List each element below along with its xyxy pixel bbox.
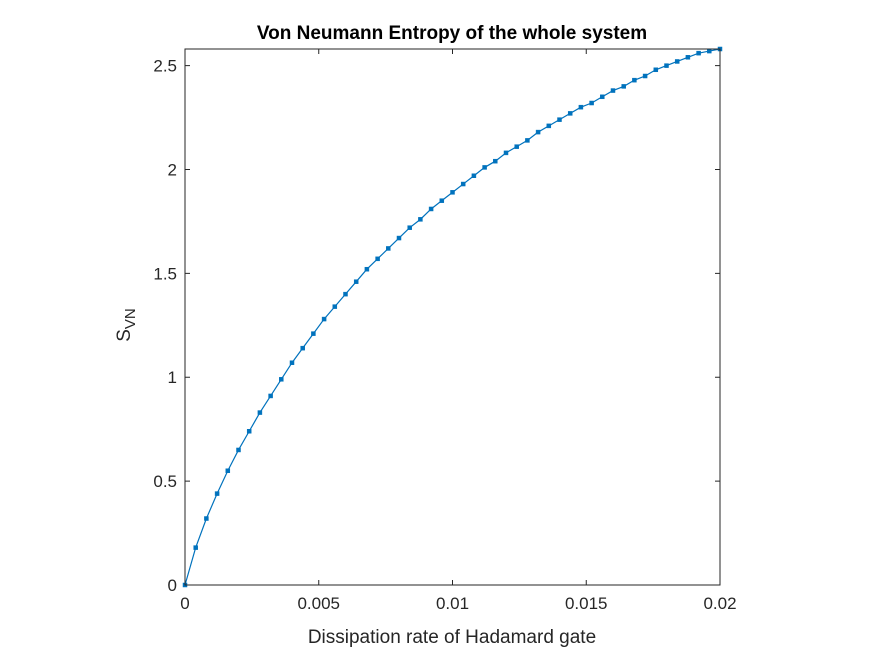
data-point [525, 138, 530, 143]
data-point [578, 104, 584, 110]
data-point [279, 377, 284, 382]
data-point [214, 491, 220, 496]
data-point [664, 63, 669, 68]
data-point [428, 206, 434, 212]
data-point [674, 59, 680, 64]
data-point [621, 84, 626, 89]
y-axis: 0 0.5 1 1.5 2 2.5 [153, 57, 720, 595]
y-tick-label: 2.5 [153, 57, 177, 76]
chart-title: Von Neumann Entropy of the whole system [257, 23, 647, 44]
y-tick-label: 1 [168, 368, 177, 387]
plot-area [182, 46, 723, 588]
data-point [353, 279, 359, 284]
data-point [418, 217, 423, 222]
data-point [225, 468, 231, 473]
data-point [514, 144, 519, 149]
y-tick-label: 1.5 [153, 264, 177, 283]
data-point [396, 235, 402, 241]
data-point [343, 291, 348, 297]
data-point [450, 190, 455, 195]
data-point [257, 410, 263, 415]
y-tick-label: 2 [168, 160, 177, 179]
y-axis-label-main: S [114, 329, 135, 342]
data-point [503, 150, 509, 156]
data-point [268, 393, 273, 399]
data-point [642, 73, 648, 79]
data-point [375, 256, 380, 262]
x-tick-label: 0 [180, 594, 189, 613]
data-point [193, 545, 198, 550]
data-point [546, 123, 552, 129]
data-point [236, 447, 241, 453]
data-point [493, 158, 498, 164]
data-point [300, 345, 305, 351]
x-tick-label: 0.015 [565, 594, 608, 613]
data-point [557, 117, 562, 122]
data-point [482, 165, 487, 170]
x-tick-label: 0.01 [436, 594, 469, 613]
x-axis-label: Dissipation rate of Hadamard gate [308, 627, 596, 648]
x-axis: 0 0.005 0.01 0.015 0.02 [180, 49, 737, 613]
data-point [386, 246, 391, 251]
data-point [567, 111, 573, 116]
data-point [332, 304, 338, 309]
data-point [289, 360, 295, 365]
x-tick-label: 0.02 [703, 594, 736, 613]
data-point [653, 67, 659, 73]
data-point [600, 94, 605, 100]
data-point [535, 129, 541, 135]
data-point [311, 331, 316, 336]
data-point [685, 55, 691, 60]
data-point [204, 516, 209, 521]
data-point [707, 48, 712, 54]
data-point [439, 198, 445, 203]
data-point [246, 429, 252, 434]
data-point [364, 266, 370, 272]
y-tick-label: 0 [168, 576, 177, 595]
data-point [610, 88, 616, 93]
data-point [471, 173, 477, 178]
y-axis-label: SVN [114, 308, 139, 342]
data-point [407, 225, 412, 230]
data-point [589, 100, 594, 106]
y-tick-label: 0.5 [153, 472, 177, 491]
data-point [632, 77, 637, 83]
data-point [696, 50, 701, 56]
data-point [460, 181, 466, 187]
x-tick-label: 0.005 [297, 594, 340, 613]
plot-background [185, 49, 720, 585]
data-point [321, 316, 327, 322]
y-axis-label-subscript: VN [122, 308, 139, 329]
